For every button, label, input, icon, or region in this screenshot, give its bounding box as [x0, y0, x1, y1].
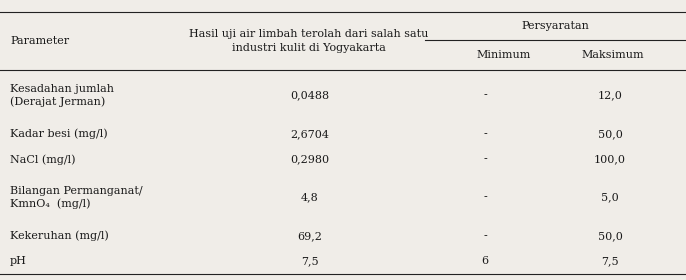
Text: -: -	[483, 129, 487, 139]
Text: Bilangan Permanganat/
KmnO₄  (mg/l): Bilangan Permanganat/ KmnO₄ (mg/l)	[10, 186, 143, 209]
Text: Parameter: Parameter	[10, 36, 69, 46]
Text: 0,2980: 0,2980	[290, 154, 329, 164]
Text: Persyaratan: Persyaratan	[521, 21, 589, 31]
Text: 7,5: 7,5	[601, 256, 619, 266]
Text: Kadar besi (mg/l): Kadar besi (mg/l)	[10, 129, 108, 139]
Text: 6: 6	[482, 256, 488, 266]
Text: Minimum: Minimum	[476, 50, 530, 60]
Text: -: -	[483, 231, 487, 241]
Text: 7,5: 7,5	[301, 256, 319, 266]
Text: Kesadahan jumlah
(Derajat Jerman): Kesadahan jumlah (Derajat Jerman)	[10, 83, 114, 108]
Text: Kekeruhan (mg/l): Kekeruhan (mg/l)	[10, 230, 109, 241]
Text: Maksimum: Maksimum	[582, 50, 644, 60]
Text: -: -	[483, 193, 487, 202]
Text: -: -	[483, 90, 487, 101]
Text: 50,0: 50,0	[598, 231, 622, 241]
Text: 50,0: 50,0	[598, 129, 622, 139]
Text: 100,0: 100,0	[594, 154, 626, 164]
Text: 5,0: 5,0	[601, 193, 619, 202]
Text: pH: pH	[10, 256, 27, 266]
Text: 2,6704: 2,6704	[290, 129, 329, 139]
Text: Hasil uji air limbah terolah dari salah satu
industri kulit di Yogyakarta: Hasil uji air limbah terolah dari salah …	[189, 29, 428, 53]
Text: 4,8: 4,8	[301, 193, 319, 202]
Text: 12,0: 12,0	[598, 90, 622, 101]
Text: 69,2: 69,2	[298, 231, 322, 241]
Text: 0,0488: 0,0488	[290, 90, 329, 101]
Text: NaCl (mg/l): NaCl (mg/l)	[10, 154, 75, 165]
Text: -: -	[483, 154, 487, 164]
